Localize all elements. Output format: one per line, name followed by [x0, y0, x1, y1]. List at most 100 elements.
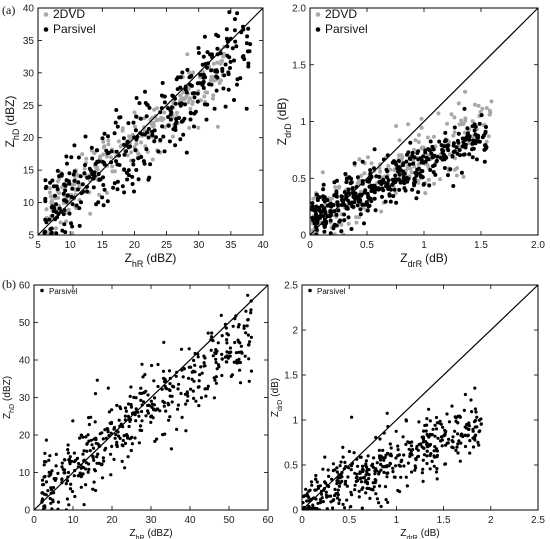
parsivel-point — [318, 497, 323, 502]
parsivel-point — [385, 471, 389, 475]
parsivel-point — [364, 459, 368, 463]
parsivel-point — [181, 118, 185, 123]
parsivel-point — [84, 483, 88, 487]
parsivel-point — [84, 435, 88, 439]
parsivel-point — [435, 453, 439, 458]
parsivel-point — [444, 443, 448, 447]
parsivel-point — [214, 352, 218, 356]
parsivel-point — [223, 104, 228, 109]
x-axis-label: ZdrR (dB) — [400, 251, 448, 269]
parsivel-point — [150, 129, 155, 134]
parsivel-point — [125, 177, 130, 182]
plot-frame — [301, 284, 539, 511]
2dvd-point — [332, 232, 337, 235]
parsivel-point — [117, 418, 121, 422]
parsivel-point — [224, 27, 229, 32]
parsivel-point — [424, 429, 428, 433]
parsivel-point — [162, 404, 166, 408]
2dvd-point — [358, 189, 363, 194]
parsivel-point — [402, 179, 407, 184]
parsivel-point — [421, 479, 425, 483]
parsivel-point — [471, 445, 476, 449]
parsivel-point — [408, 157, 413, 161]
parsivel-point — [57, 174, 62, 179]
parsivel-point — [156, 384, 160, 389]
parsivel-point — [223, 62, 228, 67]
parsivel-point — [360, 159, 365, 164]
parsivel-point — [304, 487, 308, 491]
parsivel-point — [409, 449, 413, 453]
parsivel-point — [323, 455, 327, 459]
parsivel-point — [72, 178, 77, 183]
parsivel-point — [379, 462, 383, 466]
parsivel-point — [174, 374, 178, 378]
parsivel-point — [72, 451, 76, 455]
parsivel-point — [124, 409, 128, 413]
y-tick-label: 30 — [23, 68, 35, 79]
parsivel-point — [212, 106, 217, 111]
parsivel-point — [47, 458, 51, 462]
parsivel-point — [423, 150, 428, 155]
parsivel-point — [410, 150, 415, 155]
parsivel-point — [197, 379, 201, 383]
parsivel-point — [337, 498, 342, 502]
parsivel-point — [358, 471, 362, 475]
parsivel-point — [421, 458, 425, 462]
2dvd-point — [50, 200, 55, 205]
parsivel-point — [185, 67, 190, 72]
parsivel-point — [344, 206, 349, 211]
parsivel-point — [162, 94, 167, 99]
parsivel-point — [178, 137, 183, 142]
parsivel-point — [149, 399, 153, 403]
parsivel-point — [67, 211, 72, 216]
parsivel-point — [391, 466, 395, 470]
parsivel-point — [439, 422, 443, 426]
parsivel-point — [115, 440, 119, 444]
2dvd-point — [150, 157, 155, 162]
parsivel-point — [122, 434, 126, 438]
parsivel-point — [433, 445, 437, 449]
2dvd-point — [53, 226, 58, 231]
parsivel-point — [477, 121, 482, 126]
parsivel-point — [143, 89, 147, 94]
parsivel-point — [189, 387, 193, 391]
parsivel-point — [393, 160, 398, 165]
parsivel-point — [64, 482, 68, 486]
parsivel-point — [355, 194, 359, 199]
parsivel-point — [76, 155, 81, 160]
2dvd-point — [487, 112, 492, 117]
2dvd-point — [419, 116, 424, 121]
x-tick-label: 0.5 — [360, 240, 374, 251]
parsivel-point — [144, 147, 149, 152]
parsivel-point — [131, 162, 136, 167]
parsivel-point — [225, 354, 229, 358]
parsivel-point — [76, 180, 81, 185]
parsivel-point — [81, 472, 85, 476]
y-tick-label: 30 — [19, 393, 31, 404]
2dvd-point — [341, 232, 346, 235]
one-to-one-line — [33, 284, 269, 511]
2dvd-point — [128, 135, 133, 140]
parsivel-point — [367, 477, 371, 481]
parsivel-point — [467, 421, 471, 425]
parsivel-point — [43, 451, 47, 455]
parsivel-point — [484, 145, 489, 150]
parsivel-point — [215, 367, 219, 371]
parsivel-point — [240, 351, 244, 355]
parsivel-point — [470, 155, 475, 160]
parsivel-point — [324, 490, 328, 494]
legend: Parsivel — [308, 287, 346, 296]
parsivel-point — [456, 451, 460, 455]
parsivel-point — [123, 414, 127, 418]
parsivel-point — [467, 134, 472, 139]
parsivel-point — [362, 190, 367, 195]
parsivel-point — [454, 448, 458, 452]
parsivel-point — [112, 181, 117, 186]
parsivel-point — [44, 480, 49, 484]
parsivel-point — [54, 231, 59, 235]
parsivel-point — [69, 195, 74, 199]
2dvd-point — [110, 164, 115, 169]
parsivel-point — [328, 218, 333, 223]
parsivel-point — [126, 414, 130, 418]
parsivel-point — [42, 460, 47, 464]
